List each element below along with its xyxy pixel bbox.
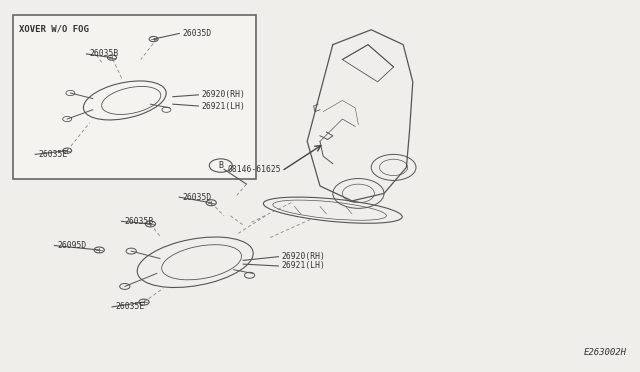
Text: 26920(RH): 26920(RH) — [202, 90, 246, 99]
Text: 26035D: 26035D — [182, 29, 212, 38]
Text: E263002H: E263002H — [584, 348, 627, 357]
Text: 26921(LH): 26921(LH) — [282, 262, 326, 270]
Text: 26921(LH): 26921(LH) — [202, 102, 246, 110]
Text: 08146-61625: 08146-61625 — [227, 165, 281, 174]
Text: 26095D: 26095D — [58, 241, 87, 250]
Text: 26035D: 26035D — [182, 193, 212, 202]
Text: 26035B: 26035B — [125, 217, 154, 226]
Text: 26035E: 26035E — [38, 150, 68, 159]
Text: B: B — [218, 161, 223, 170]
Text: 26035E: 26035E — [115, 302, 145, 311]
Text: 26920(RH): 26920(RH) — [282, 252, 326, 261]
Text: XOVER W/O FOG: XOVER W/O FOG — [19, 24, 89, 33]
Text: 26035B: 26035B — [90, 49, 119, 58]
Bar — [13, 15, 256, 179]
